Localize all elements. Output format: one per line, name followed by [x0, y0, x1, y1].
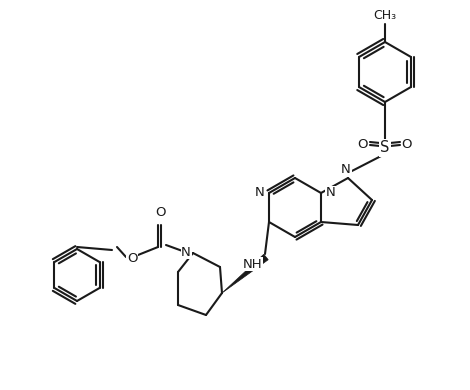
Text: O: O — [358, 138, 368, 151]
Text: N: N — [254, 186, 264, 200]
Text: S: S — [380, 140, 390, 156]
Text: N: N — [341, 163, 351, 176]
Text: NH: NH — [243, 257, 263, 271]
Text: N: N — [326, 186, 336, 200]
Text: N: N — [181, 245, 191, 259]
Text: O: O — [402, 138, 412, 151]
Text: CH₃: CH₃ — [374, 9, 397, 22]
Text: O: O — [155, 206, 165, 219]
Text: O: O — [127, 252, 137, 264]
Polygon shape — [222, 254, 268, 293]
